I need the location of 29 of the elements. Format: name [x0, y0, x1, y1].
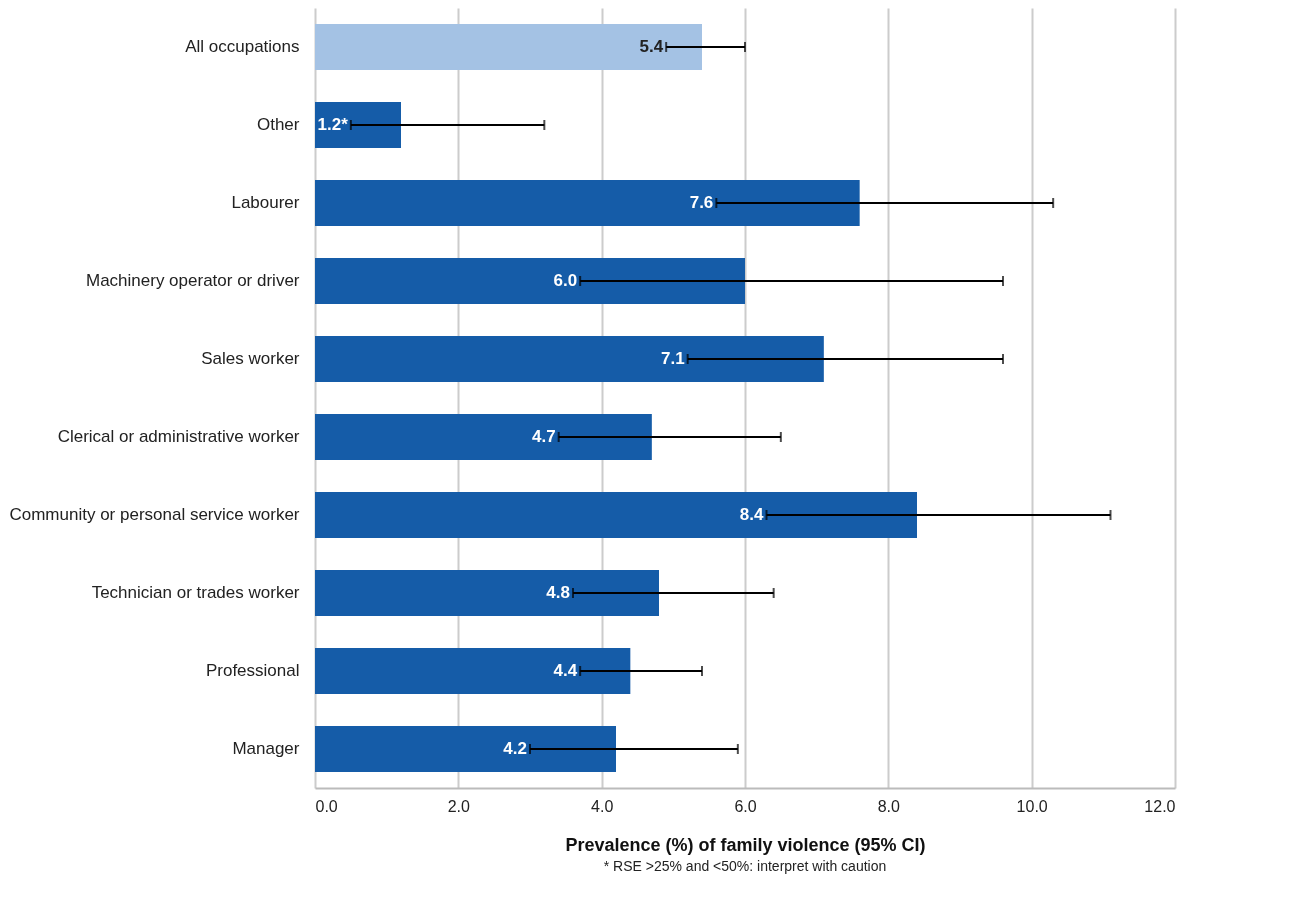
data-label: 6.0 — [553, 271, 578, 290]
y-tick-label: Manager — [232, 739, 300, 758]
y-tick-label: Technician or trades worker — [91, 583, 300, 602]
x-tick-label: 2.0 — [447, 797, 471, 815]
data-label: 4.2 — [503, 739, 527, 758]
y-tick-label: Professional — [205, 661, 300, 680]
y-tick-label: Machinery operator or driver — [85, 271, 300, 290]
data-label: 7.6 — [689, 193, 714, 212]
data-label: 8.4 — [739, 505, 765, 524]
y-tick-label: Clerical or administrative worker — [57, 427, 300, 446]
data-label: 7.1 — [661, 349, 685, 368]
y-tick-label: Sales worker — [201, 349, 300, 368]
x-tick-label: 0.0 — [315, 797, 338, 815]
y-tick-label: All occupations — [185, 37, 300, 56]
y-tick-label: Other — [256, 115, 300, 134]
data-label: 4.8 — [546, 583, 570, 602]
x-tick-label: 10.0 — [1016, 797, 1048, 815]
x-tick-label: 12.0 — [1144, 797, 1176, 815]
data-label: 4.7 — [532, 427, 556, 446]
y-tick-label: Labourer — [231, 193, 300, 212]
x-tick-label: 6.0 — [734, 797, 757, 815]
x-tick-label: 8.0 — [877, 797, 901, 815]
text: * RSE >25% and <50%: interpret with caution — [603, 858, 887, 874]
y-tick-label: Community or personal service worker — [9, 505, 300, 524]
x-axis-title: Prevalence (%) of family violence (95% CI) — [565, 834, 926, 855]
data-label: 5.4 — [639, 37, 664, 56]
x-tick-label: 4.0 — [591, 797, 614, 815]
data-label: 1.2* — [317, 115, 349, 134]
data-label: 4.4 — [553, 661, 578, 680]
